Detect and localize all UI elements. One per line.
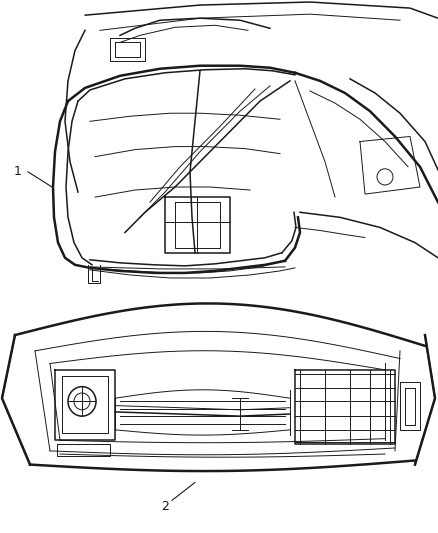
Text: 1: 1: [14, 165, 22, 179]
Text: 2: 2: [161, 500, 169, 513]
